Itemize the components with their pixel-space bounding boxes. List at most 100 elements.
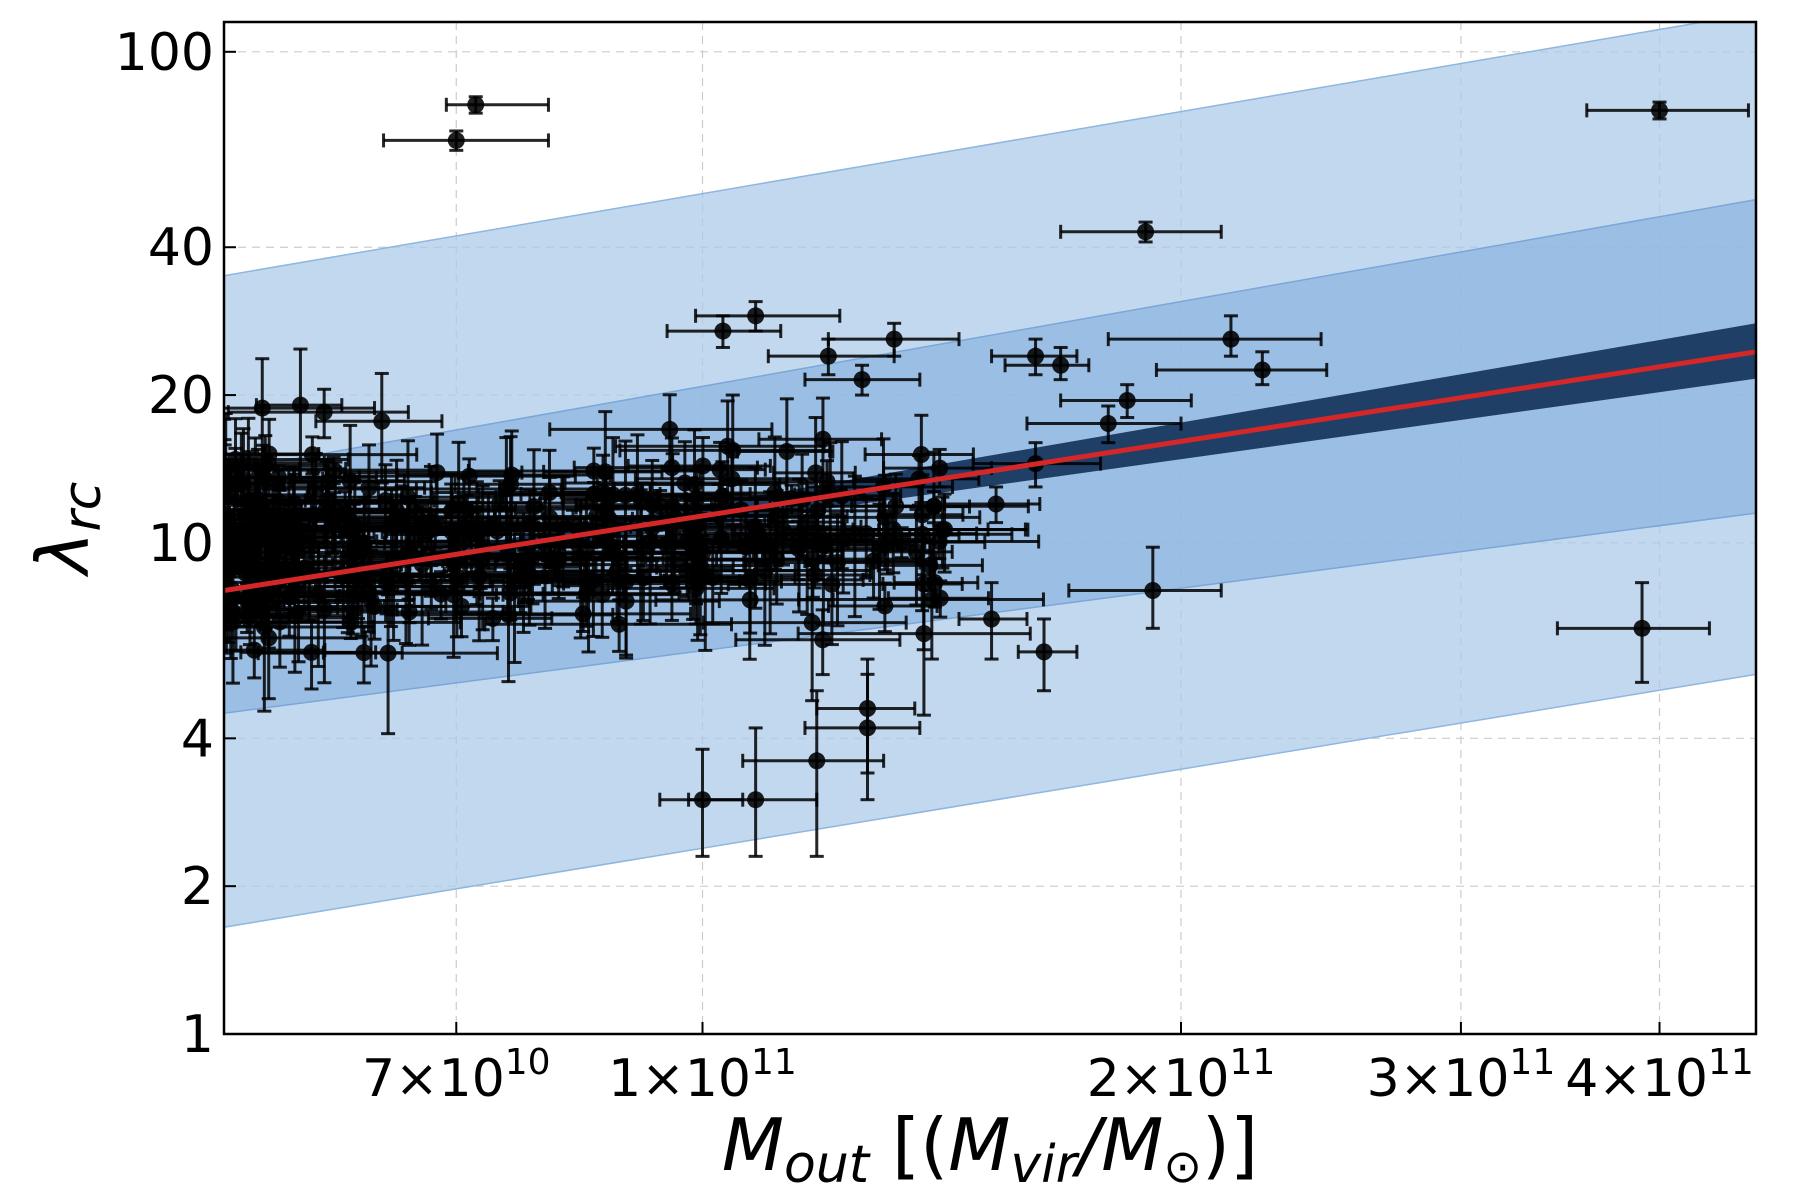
data-point (580, 577, 598, 595)
data-point (925, 498, 943, 516)
x-tick-base: 3×10 (1367, 1049, 1510, 1109)
data-point (1633, 619, 1651, 637)
data-point (694, 791, 712, 809)
data-point-errorbar (1067, 545, 1223, 630)
fit-line-layer (224, 349, 1756, 593)
data-point-errorbar (1059, 383, 1193, 420)
data-point (931, 459, 949, 477)
data-point (502, 475, 520, 493)
data-point (724, 441, 742, 459)
data-point (747, 307, 765, 325)
data-point-errorbar (1003, 345, 1091, 382)
y-tick-label: 100 (115, 23, 214, 83)
data-point (711, 461, 729, 479)
y-tick-label: 40 (148, 218, 214, 278)
y-axis-label: λrc (21, 482, 113, 579)
data-point-errorbar (863, 413, 975, 505)
data-point (686, 475, 704, 493)
data-point (467, 96, 485, 114)
fit-line (224, 349, 1756, 593)
data-point-errorbar (1059, 220, 1223, 244)
data-point (853, 371, 871, 389)
data-point-errorbar (1016, 617, 1079, 693)
data-point (1253, 361, 1271, 379)
data-point-errorbar (428, 500, 512, 574)
y-tick-label: 10 (148, 514, 214, 574)
y-tick-label: 1 (181, 1005, 214, 1065)
data-point (923, 590, 941, 608)
data-point-errorbar (618, 393, 832, 527)
data-point (846, 526, 864, 544)
x-tick-exponent: 11 (1708, 1042, 1754, 1083)
x-label-out: out (784, 1135, 871, 1195)
data-point (859, 719, 877, 737)
x-label-sun: ⊙ (1163, 1139, 1202, 1193)
data-point (229, 474, 247, 492)
data-point (789, 539, 807, 557)
data-point (574, 605, 592, 623)
plot-frame (222, 20, 1758, 1036)
data-point (323, 517, 341, 535)
data-point (355, 534, 373, 552)
data-point-errorbar (561, 481, 714, 521)
data-point (400, 603, 418, 621)
data-point (803, 614, 821, 632)
x-tick-base: 4×10 (1565, 1049, 1708, 1109)
data-point (245, 641, 263, 659)
data-point-errorbar (730, 474, 961, 619)
x-tick-base: 7×10 (362, 1049, 505, 1109)
points-group (224, 95, 1750, 858)
x-tick-exponent: 11 (1230, 1042, 1276, 1083)
data-point (1052, 356, 1070, 374)
data-point (610, 615, 628, 633)
data-point-errorbar (1025, 404, 1183, 445)
data-point (915, 625, 933, 643)
data-point-errorbar (224, 461, 315, 507)
data-point (1118, 391, 1136, 409)
data-point (1027, 347, 1045, 365)
data-point (359, 582, 377, 600)
data-point (714, 322, 732, 340)
data-point-errorbar (444, 95, 550, 115)
data-point (663, 459, 681, 477)
data-point-errorbar (766, 337, 896, 377)
data-point-errorbar (224, 557, 299, 685)
data-point (587, 508, 605, 526)
data-point (315, 601, 333, 619)
data-point-errorbar (226, 387, 410, 440)
data-point (1099, 415, 1117, 433)
x-tick-label: 2×1011 (1087, 1042, 1276, 1109)
data-point (593, 586, 611, 604)
x-tick-label: 4×1011 (1565, 1042, 1754, 1109)
data-point (814, 631, 832, 649)
data-point (819, 347, 837, 365)
data-point (325, 461, 343, 479)
x-label-m: M (722, 1103, 784, 1187)
x-tick-base: 2×10 (1087, 1049, 1230, 1109)
data-point-errorbar (1154, 350, 1329, 387)
data-point (814, 430, 832, 448)
data-point (428, 464, 446, 482)
data-point (987, 495, 1005, 513)
data-point (808, 752, 826, 770)
data-point-errorbar (757, 396, 884, 492)
data-point (666, 551, 684, 569)
data-point (983, 610, 1001, 628)
data-point-errorbar (352, 522, 544, 594)
data-point (462, 525, 480, 543)
y-tick-label: 4 (181, 709, 214, 769)
data-point (260, 629, 278, 647)
data-point-errorbar (741, 689, 886, 858)
data-point (1035, 643, 1053, 661)
data-point-errorbar (990, 337, 1079, 377)
data-point (1137, 223, 1155, 241)
data-point-errorbar (892, 556, 980, 609)
data-point-errorbar (753, 561, 872, 590)
data-point (379, 644, 397, 662)
data-point (253, 399, 271, 417)
data-point-errorbar (256, 593, 499, 736)
data-point (926, 574, 944, 592)
data-point (448, 568, 466, 586)
data-point (501, 584, 519, 602)
